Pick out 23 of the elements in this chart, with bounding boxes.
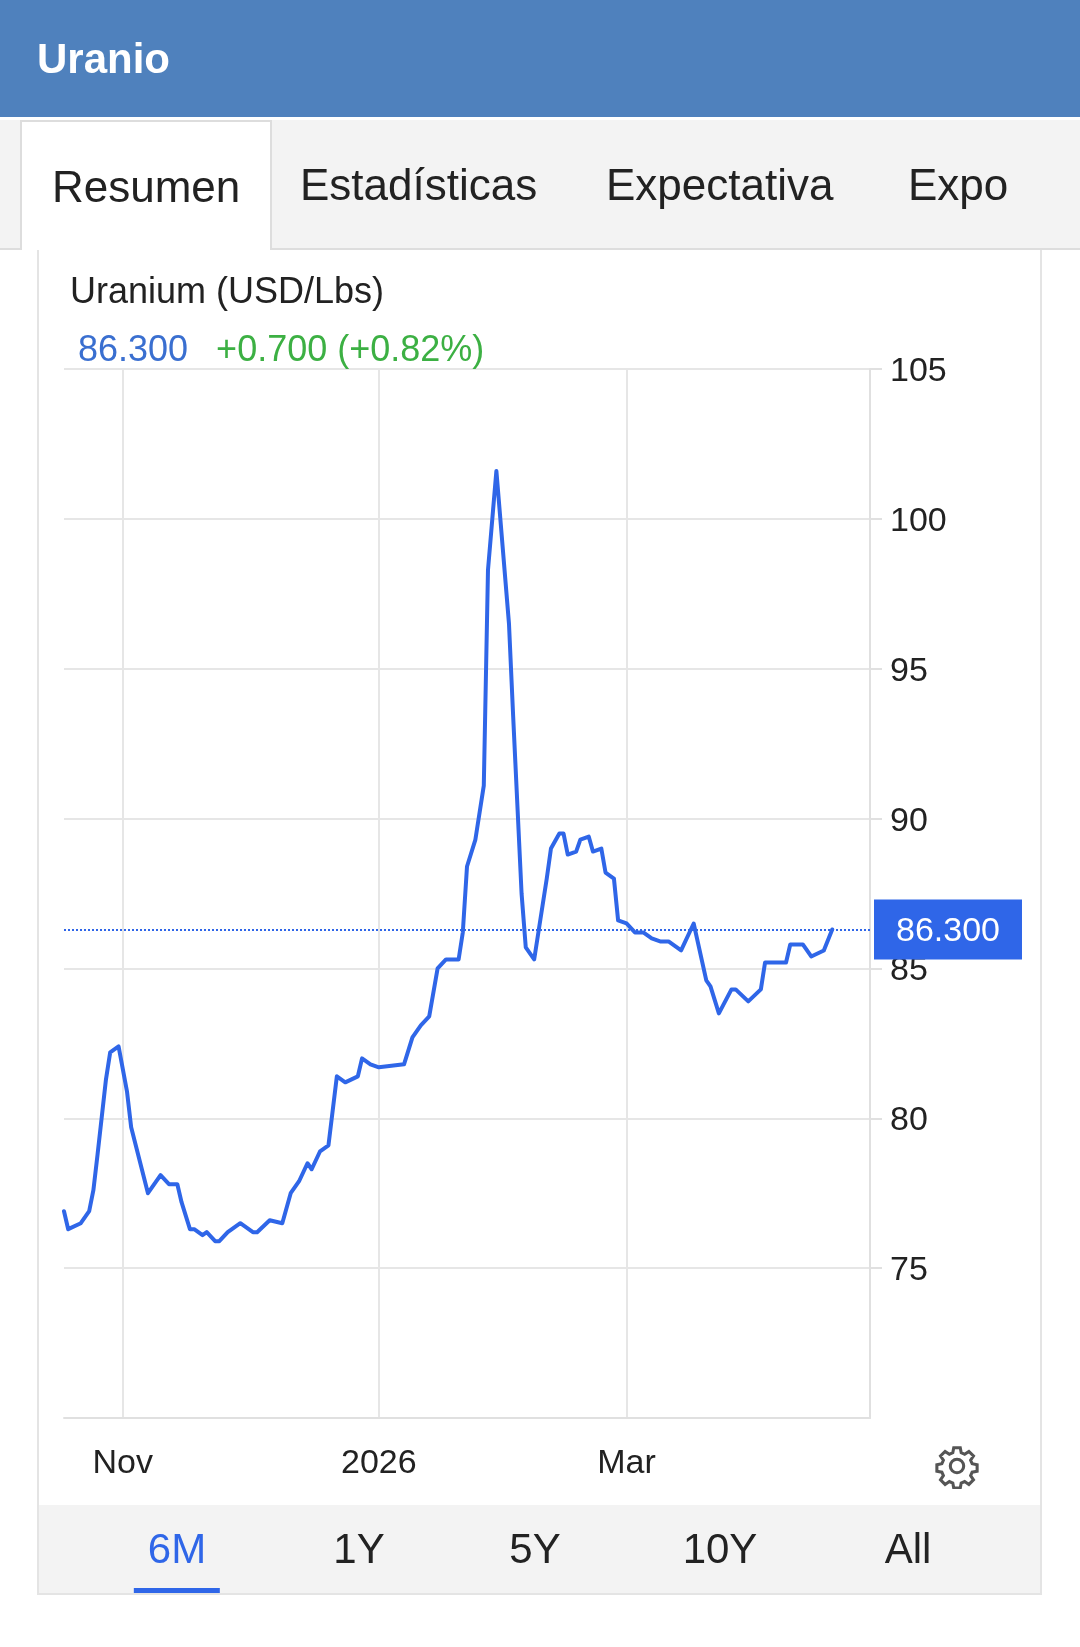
ref-line-label: 86.300 (896, 910, 1000, 949)
text: 1Y (333, 1524, 385, 1574)
y-tick-label: 80 (890, 1099, 928, 1138)
x-tick-label: Nov (92, 1442, 154, 1480)
text: 5Y (509, 1524, 561, 1574)
x-tick-label: Mar (597, 1442, 656, 1480)
y-tick-label: 100 (890, 499, 947, 538)
y-tick-label: 95 (890, 649, 928, 688)
y-tick-label: 75 (890, 1249, 928, 1288)
chart-subtitle: Uranium (USD/Lbs) (70, 270, 385, 312)
text: Expectativa (606, 159, 834, 211)
chart-title: Uranio (0, 0, 1080, 117)
text: Expo (908, 159, 1010, 211)
text: 86.300 (78, 328, 189, 369)
text: Resumen (20, 120, 273, 250)
text: Estadísticas (300, 159, 538, 211)
y-tick-label: 105 (890, 350, 947, 388)
x-tick-label: 2026 (341, 1442, 417, 1480)
text: +0.700 (+0.82%) (216, 328, 485, 369)
y-tick-label: 90 (890, 799, 928, 838)
text: 10Y (682, 1524, 758, 1574)
text: All (884, 1524, 932, 1574)
text: 6M (133, 1505, 221, 1593)
